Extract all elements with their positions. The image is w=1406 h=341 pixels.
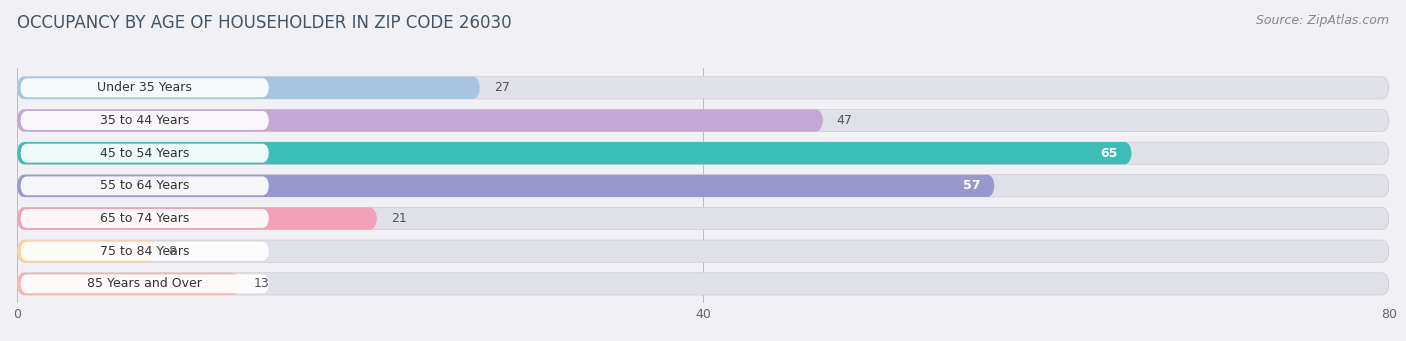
Text: 55 to 64 Years: 55 to 64 Years — [100, 179, 190, 192]
FancyBboxPatch shape — [17, 273, 1389, 295]
FancyBboxPatch shape — [17, 109, 823, 132]
FancyBboxPatch shape — [17, 240, 1389, 262]
Text: 27: 27 — [494, 81, 509, 94]
FancyBboxPatch shape — [17, 175, 1389, 197]
FancyBboxPatch shape — [17, 175, 994, 197]
FancyBboxPatch shape — [20, 242, 269, 261]
Text: 45 to 54 Years: 45 to 54 Years — [100, 147, 190, 160]
Text: 35 to 44 Years: 35 to 44 Years — [100, 114, 190, 127]
FancyBboxPatch shape — [17, 77, 479, 99]
Text: OCCUPANCY BY AGE OF HOUSEHOLDER IN ZIP CODE 26030: OCCUPANCY BY AGE OF HOUSEHOLDER IN ZIP C… — [17, 14, 512, 32]
Text: Under 35 Years: Under 35 Years — [97, 81, 193, 94]
Text: 47: 47 — [837, 114, 852, 127]
FancyBboxPatch shape — [17, 240, 155, 262]
FancyBboxPatch shape — [20, 209, 269, 228]
FancyBboxPatch shape — [20, 78, 269, 97]
Text: 65 to 74 Years: 65 to 74 Years — [100, 212, 190, 225]
FancyBboxPatch shape — [20, 111, 269, 130]
FancyBboxPatch shape — [20, 176, 269, 195]
FancyBboxPatch shape — [17, 109, 1389, 132]
FancyBboxPatch shape — [17, 142, 1389, 164]
FancyBboxPatch shape — [17, 77, 1389, 99]
Text: 57: 57 — [963, 179, 981, 192]
Text: 8: 8 — [167, 245, 176, 258]
Text: 21: 21 — [391, 212, 406, 225]
Text: 85 Years and Over: 85 Years and Over — [87, 277, 202, 291]
Text: 75 to 84 Years: 75 to 84 Years — [100, 245, 190, 258]
FancyBboxPatch shape — [17, 207, 1389, 229]
FancyBboxPatch shape — [17, 273, 240, 295]
Text: 13: 13 — [253, 277, 270, 291]
FancyBboxPatch shape — [20, 275, 269, 293]
FancyBboxPatch shape — [20, 144, 269, 163]
Text: 65: 65 — [1101, 147, 1118, 160]
Text: Source: ZipAtlas.com: Source: ZipAtlas.com — [1256, 14, 1389, 27]
FancyBboxPatch shape — [17, 207, 377, 229]
FancyBboxPatch shape — [17, 142, 1132, 164]
